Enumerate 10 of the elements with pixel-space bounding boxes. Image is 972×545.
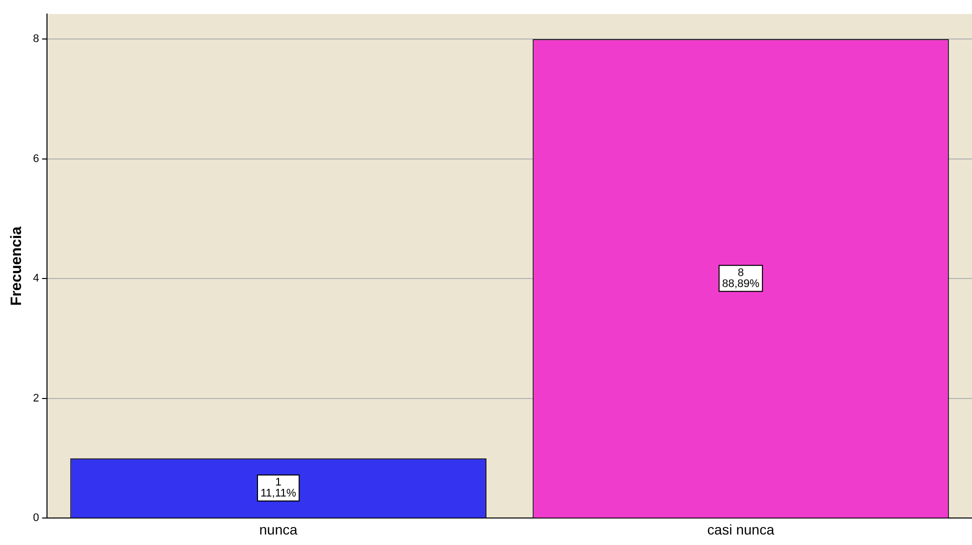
x-tick-label: nunca [259,521,298,538]
y-tick-label: 8 [32,33,40,46]
data-label: 1 11,11% [260,476,296,500]
y-tick-label: 2 [32,392,40,404]
y-tick-label: 4 [32,272,40,285]
x-tick-label: casi nunca [707,521,774,538]
y-tick-label: 0 [32,512,40,524]
data-label: 8 88,89% [722,266,760,290]
y-axis-title: Frecuencia [8,226,26,306]
y-tick-label: 6 [32,152,40,165]
